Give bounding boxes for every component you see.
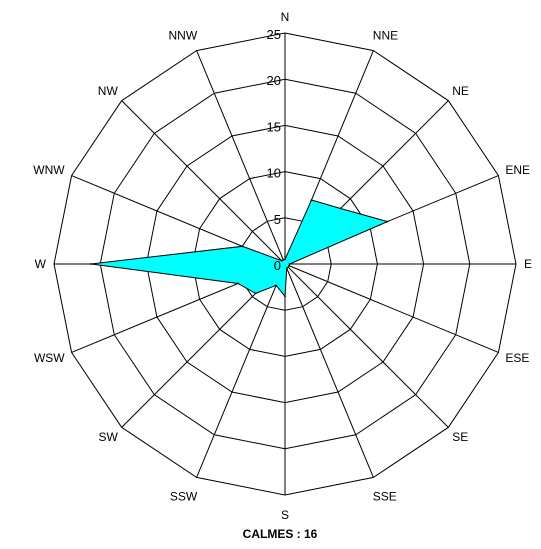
series-area [90,199,389,298]
spoke-line [284,263,374,478]
direction-label: NNE [373,29,398,43]
grid-ring [53,32,517,496]
grid-ring [99,78,471,450]
data-point [386,220,389,223]
data-point [284,258,286,261]
data-point [339,207,342,210]
direction-label: N [281,10,290,24]
direction-label: W [35,257,47,271]
direction-label: SSE [373,489,397,503]
data-point [275,284,278,287]
data-point [287,266,290,269]
spoke-line [284,263,499,353]
direction-label: NW [98,84,119,98]
spoke-line [121,100,286,265]
data-point [310,199,313,201]
data-point [280,259,283,262]
spoke-line [284,263,449,428]
tick-label: 15 [267,119,281,134]
data-point [285,267,288,270]
direction-label: E [524,257,532,271]
data-point [241,245,244,248]
data-point [288,264,291,267]
tick-label: 20 [267,73,281,88]
grid-ring [145,124,425,404]
tick-label: 0 [274,258,281,273]
direction-label: S [281,508,289,522]
data-point [254,292,257,295]
direction-label: WNW [33,163,65,177]
tick-label: 5 [274,212,281,227]
spoke-line [196,263,286,478]
data-point [237,282,239,285]
data-point [288,263,291,265]
tick-label: 10 [267,166,281,181]
direction-label: SE [452,430,468,444]
data-point [90,263,92,265]
direction-label: ESE [505,351,529,365]
calmes-label: CALMES : 16 [243,527,318,541]
direction-label: NE [452,84,469,98]
direction-label: NNW [169,29,198,43]
spoke-line [196,50,286,265]
data-point [282,258,285,261]
direction-label: SSW [170,489,198,503]
direction-label: SW [98,430,118,444]
tick-label: 25 [267,27,281,42]
data-point [284,295,286,298]
direction-label: ENE [505,163,530,177]
direction-label: WSW [34,351,65,365]
